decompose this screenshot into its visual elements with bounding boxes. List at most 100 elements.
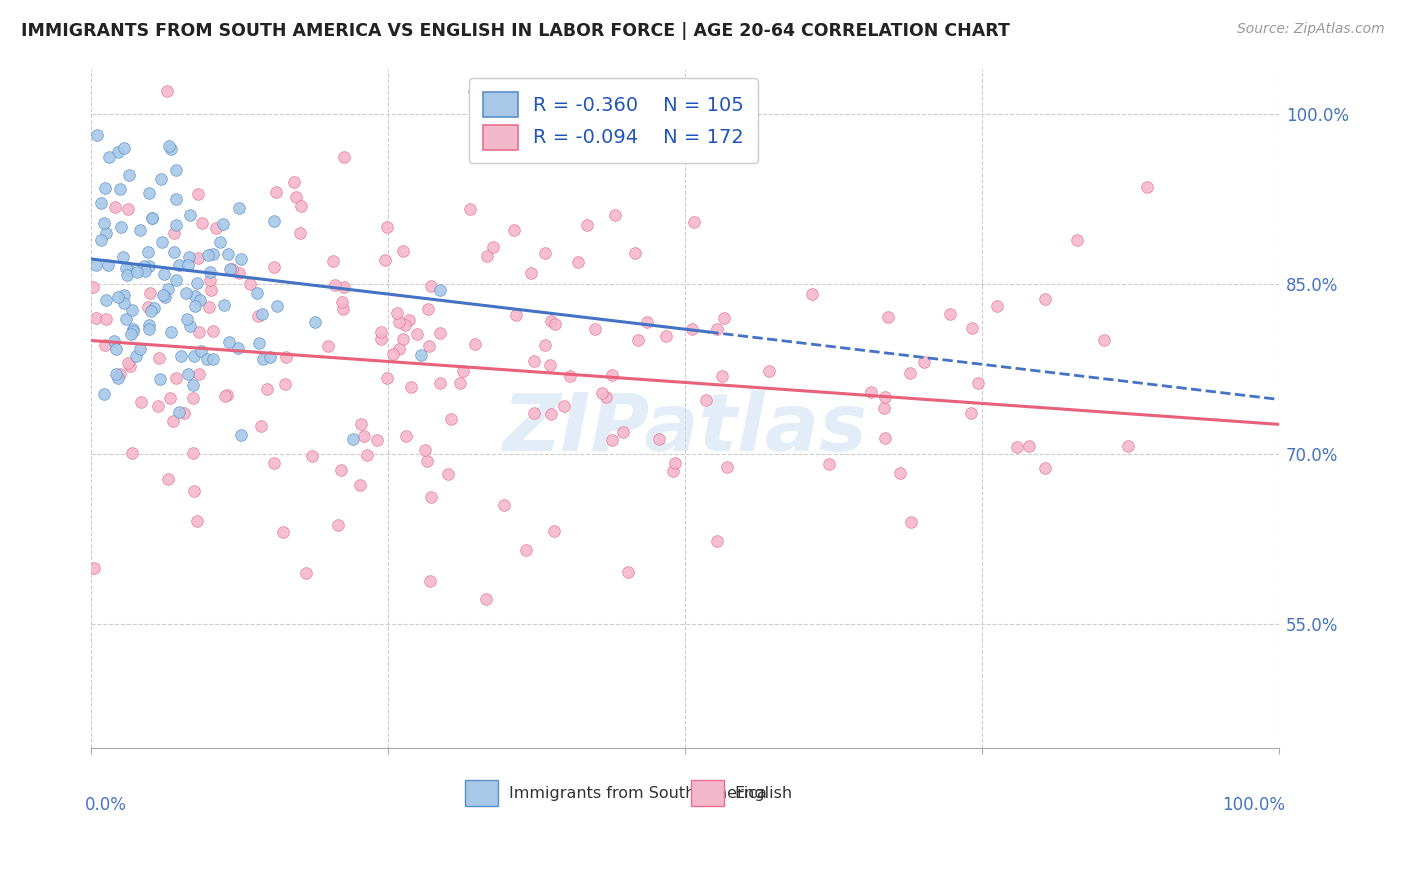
- Point: [115, 312, 138, 326]
- Point: [157, 139, 180, 153]
- Point: [544, 317, 567, 331]
- Point: [900, 516, 922, 530]
- Point: [388, 315, 411, 329]
- Point: [636, 315, 658, 329]
- Point: [209, 235, 232, 249]
- Point: [226, 341, 249, 355]
- Point: [326, 518, 349, 533]
- Point: [600, 434, 623, 448]
- Point: [138, 318, 160, 332]
- Point: [104, 368, 127, 382]
- Point: [96, 312, 118, 326]
- Point: [174, 285, 197, 300]
- Point: [136, 300, 159, 314]
- Point: [370, 332, 392, 346]
- Point: [375, 371, 398, 385]
- Point: [90, 196, 112, 211]
- Text: Source: ZipAtlas.com: Source: ZipAtlas.com: [1237, 22, 1385, 37]
- Point: [107, 145, 129, 159]
- Point: [202, 352, 225, 367]
- Point: [84, 310, 107, 325]
- Point: [96, 293, 118, 307]
- Point: [98, 150, 121, 164]
- Point: [912, 355, 935, 369]
- Point: [187, 367, 209, 381]
- Point: [350, 417, 373, 431]
- Point: [162, 245, 184, 260]
- Point: [540, 407, 562, 421]
- Point: [256, 382, 278, 396]
- Point: [523, 353, 546, 368]
- Point: [139, 303, 162, 318]
- Point: [112, 288, 135, 302]
- Point: [463, 84, 485, 98]
- Point: [1033, 461, 1056, 475]
- Point: [451, 364, 474, 378]
- Point: [186, 276, 208, 290]
- FancyBboxPatch shape: [690, 780, 724, 806]
- Point: [284, 190, 307, 204]
- Point: [86, 128, 108, 142]
- Point: [165, 192, 187, 206]
- Point: [458, 202, 481, 216]
- Point: [648, 432, 671, 446]
- Point: [221, 262, 243, 277]
- Point: [153, 290, 176, 304]
- Point: [540, 314, 562, 328]
- Point: [117, 202, 139, 216]
- Point: [271, 525, 294, 540]
- Point: [560, 369, 582, 384]
- Point: [219, 261, 242, 276]
- Point: [177, 250, 200, 264]
- Point: [382, 347, 405, 361]
- Point: [330, 463, 353, 477]
- Point: [889, 466, 911, 480]
- Point: [165, 163, 187, 178]
- Point: [716, 459, 738, 474]
- Point: [575, 218, 598, 232]
- Point: [515, 543, 537, 558]
- Point: [436, 467, 458, 481]
- Point: [342, 433, 364, 447]
- Point: [198, 265, 221, 279]
- Point: [181, 392, 204, 406]
- Point: [217, 247, 239, 261]
- Point: [391, 332, 413, 346]
- Point: [543, 524, 565, 539]
- Point: [962, 320, 984, 334]
- Point: [129, 343, 152, 357]
- Point: [246, 309, 269, 323]
- Point: [388, 342, 411, 356]
- Point: [157, 472, 180, 486]
- Point: [617, 565, 640, 579]
- Point: [420, 490, 443, 504]
- Point: [332, 301, 354, 316]
- Point: [413, 442, 436, 457]
- Point: [120, 326, 142, 341]
- Point: [664, 456, 686, 470]
- Point: [205, 221, 228, 235]
- Point: [184, 289, 207, 303]
- Point: [387, 306, 409, 320]
- Point: [966, 376, 988, 391]
- Point: [405, 327, 427, 342]
- Point: [170, 349, 193, 363]
- Point: [184, 299, 207, 313]
- Point: [212, 217, 235, 231]
- Point: [695, 393, 717, 408]
- Point: [214, 297, 236, 311]
- Point: [419, 278, 441, 293]
- Point: [150, 235, 173, 249]
- Point: [183, 484, 205, 499]
- Point: [201, 247, 224, 261]
- Point: [304, 315, 326, 329]
- Point: [374, 253, 396, 268]
- Point: [186, 514, 208, 528]
- Point: [108, 182, 131, 196]
- Point: [103, 334, 125, 348]
- Point: [938, 307, 960, 321]
- Point: [105, 343, 128, 357]
- Point: [494, 499, 516, 513]
- Point: [231, 252, 253, 267]
- Point: [477, 249, 499, 263]
